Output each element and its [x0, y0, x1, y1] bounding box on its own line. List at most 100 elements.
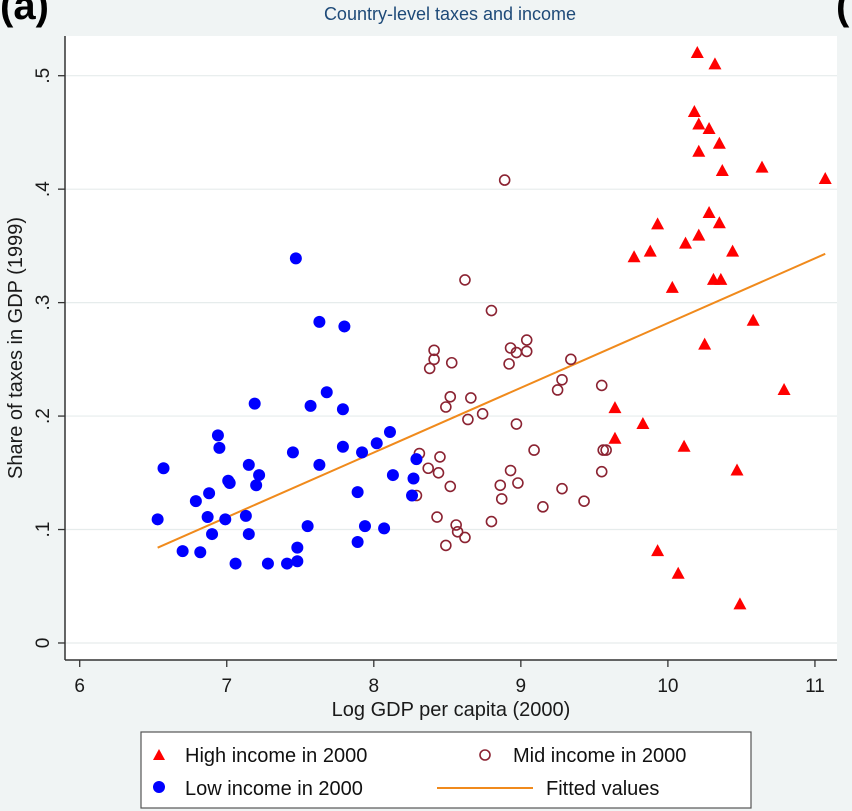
low-income-point — [157, 462, 170, 475]
low-income-point — [281, 557, 294, 570]
high-income-point — [651, 544, 665, 557]
chart-title: Country-level taxes and income — [324, 4, 576, 24]
low-income-point — [383, 425, 396, 438]
low-income-point — [358, 520, 371, 533]
x-axis-title: Log GDP per capita (2000) — [332, 699, 571, 721]
high-income-point — [712, 136, 726, 149]
mid-income-point — [485, 515, 498, 528]
high-income-point — [677, 439, 691, 452]
y-tick-label: .2 — [33, 408, 54, 424]
low-income-point — [291, 541, 304, 554]
low-income-point — [406, 489, 419, 502]
high-income-point — [643, 244, 657, 257]
mid-income-point — [451, 525, 464, 538]
low-income-point — [313, 458, 326, 471]
low-income-point — [189, 495, 202, 508]
high-income-point — [714, 272, 728, 285]
mid-income-point — [444, 480, 457, 493]
mid-income-point — [434, 451, 446, 463]
y-tick-label: .5 — [33, 68, 54, 84]
high-income-point — [733, 597, 747, 610]
mid-income-point — [597, 444, 609, 456]
x-tick-label: 9 — [516, 676, 527, 697]
high-income-point — [715, 164, 729, 177]
high-income-point — [730, 463, 744, 476]
high-income-point — [702, 205, 716, 218]
mid-income-point — [428, 344, 440, 357]
mid-income-point — [476, 408, 489, 420]
high-income-point — [690, 46, 704, 59]
y-tick-label: .1 — [33, 522, 54, 538]
low-income-point — [304, 399, 317, 412]
high-income-point — [698, 337, 712, 350]
low-income-point — [336, 403, 349, 416]
x-tick-label: 11 — [805, 676, 825, 697]
y-axis-title: Share of taxes in GDP (1999) — [5, 217, 27, 479]
low-income-point — [242, 458, 255, 471]
low-income-point — [370, 437, 383, 450]
mid-income-point — [444, 390, 457, 403]
low-income-point — [253, 469, 266, 482]
low-income-point — [286, 446, 299, 459]
mid-income-point — [422, 462, 435, 475]
mid-income-point — [503, 358, 515, 370]
mid-income-point — [495, 493, 508, 505]
high-income-point — [651, 217, 665, 230]
plot-area — [65, 36, 837, 660]
high-income-point — [692, 117, 706, 130]
mid-income-point — [595, 465, 608, 478]
x-tick-label: 8 — [369, 676, 380, 697]
legend-marker-circle — [153, 781, 165, 793]
low-income-point — [213, 441, 226, 454]
high-income-point — [671, 566, 685, 579]
mid-income-point — [445, 356, 458, 369]
data-points — [151, 46, 832, 610]
high-income-point — [746, 313, 760, 326]
low-income-point — [351, 486, 364, 499]
low-income-point — [301, 520, 314, 533]
mid-income-point — [556, 482, 568, 495]
legend: High income in 2000 Mid income in 2000 L… — [140, 731, 752, 809]
mid-income-point — [578, 495, 590, 507]
mid-income-point — [565, 353, 577, 366]
high-income-point — [712, 216, 726, 229]
high-income-point — [608, 431, 622, 444]
low-income-point — [410, 453, 423, 466]
low-income-point — [203, 487, 216, 500]
mid-income-point — [431, 511, 443, 523]
mid-income-point — [459, 274, 471, 286]
mid-income-point — [462, 413, 474, 426]
low-income-point — [313, 315, 326, 328]
x-tick-label: 7 — [221, 676, 232, 697]
mid-income-point — [423, 362, 436, 375]
low-income-point — [378, 522, 391, 535]
legend-box — [140, 731, 752, 809]
mid-income-point — [551, 384, 564, 396]
mid-income-point — [600, 444, 612, 456]
mid-income-point — [595, 379, 608, 392]
high-income-point — [687, 105, 701, 118]
low-income-point — [250, 479, 263, 492]
panel-label: (a) — [0, 0, 49, 28]
mid-income-point — [520, 334, 533, 346]
x-tick-label: 10 — [657, 676, 678, 697]
legend-label-mid-income: Mid income in 2000 — [513, 745, 686, 767]
mid-income-point — [556, 373, 568, 386]
grid-lines — [65, 75, 837, 644]
high-income-point — [692, 144, 706, 157]
mid-income-point — [537, 501, 549, 513]
x-ticks: 6 7 8 9 10 11 — [74, 660, 825, 697]
low-income-point — [291, 555, 304, 568]
low-income-point — [407, 472, 420, 485]
legend-marker-hollow-circle — [479, 749, 491, 761]
low-income-point — [289, 252, 302, 265]
mid-income-point — [450, 519, 462, 531]
low-income-point — [386, 469, 399, 482]
high-income-point — [777, 382, 791, 395]
legend-label-low-income: Low income in 2000 — [185, 778, 363, 800]
mid-income-point — [459, 531, 471, 544]
mid-income-point — [512, 477, 524, 489]
x-tick-label: 6 — [74, 676, 85, 697]
mid-income-point — [485, 304, 498, 317]
